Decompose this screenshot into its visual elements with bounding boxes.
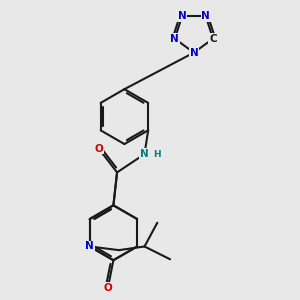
Text: N: N [85, 242, 94, 251]
Text: N: N [85, 242, 94, 251]
Text: N: N [190, 48, 198, 58]
Text: O: O [103, 283, 112, 292]
Text: N: N [201, 11, 210, 21]
Text: C: C [209, 34, 217, 44]
Text: O: O [94, 144, 103, 154]
Text: N: N [140, 149, 149, 159]
Text: N: N [170, 34, 179, 44]
Text: N: N [178, 11, 187, 21]
Text: H: H [154, 150, 161, 159]
